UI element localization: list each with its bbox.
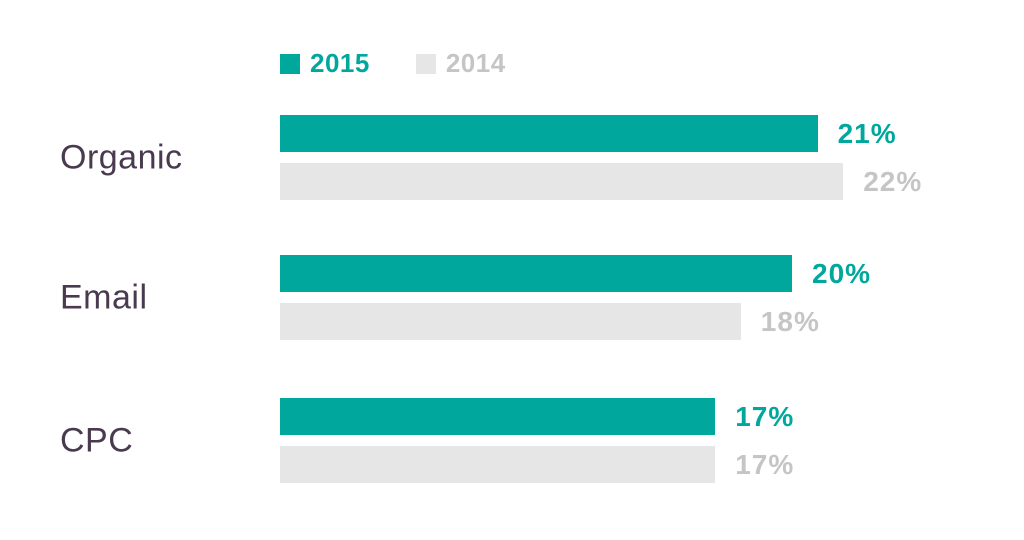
bar-cpc-2014 [280, 446, 716, 483]
bar-organic-2015 [280, 115, 818, 152]
category-label-cpc: CPC [60, 421, 134, 459]
bar-group-email: 20% 18% [280, 255, 871, 340]
bar-email-2014 [280, 303, 741, 340]
bar-line-organic-2014: 22% [280, 163, 922, 200]
bar-group-cpc: 17% 17% [280, 398, 794, 483]
bar-email-2015 [280, 255, 792, 292]
value-label-cpc-2014: 17% [735, 448, 795, 480]
legend-item-2014: 2014 [415, 48, 506, 79]
bar-line-cpc-2015: 17% [280, 398, 794, 435]
legend-swatch-2015 [280, 53, 300, 74]
bar-organic-2014 [280, 163, 844, 200]
legend-label-2015: 2015 [310, 48, 370, 78]
legend-swatch-2014 [415, 53, 436, 74]
chart-row-cpc: CPC 17% 17% [0, 398, 1024, 483]
chart-row-organic: Organic 21% 22% [0, 115, 1024, 200]
legend-item-2015: 2015 [280, 48, 370, 79]
bar-line-cpc-2014: 17% [280, 446, 794, 483]
bar-line-email-2014: 18% [280, 303, 871, 340]
bar-group-organic: 21% 22% [280, 115, 922, 200]
bar-line-email-2015: 20% [280, 255, 871, 292]
value-label-cpc-2015: 17% [735, 400, 795, 432]
bar-line-organic-2015: 21% [280, 115, 922, 152]
value-label-organic-2015: 21% [837, 117, 897, 149]
value-label-email-2015: 20% [812, 257, 872, 289]
category-label-organic: Organic [60, 138, 183, 176]
value-label-email-2014: 18% [760, 305, 820, 337]
legend-label-2014: 2014 [445, 48, 506, 78]
category-label-email: Email [60, 278, 148, 316]
value-label-organic-2014: 22% [863, 165, 923, 197]
bar-cpc-2015 [280, 398, 716, 435]
chart-row-email: Email 20% 18% [0, 255, 1024, 340]
chart-legend: 2015 2014 [280, 48, 506, 79]
